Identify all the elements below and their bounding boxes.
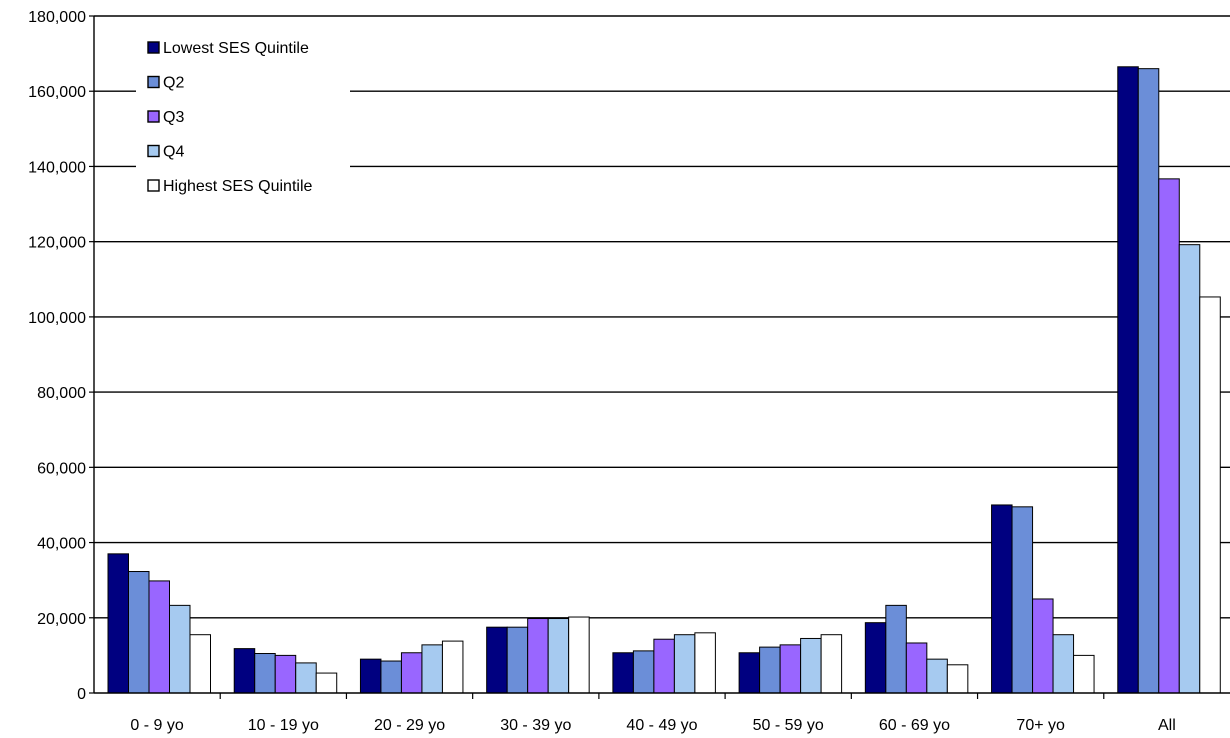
bar-series-5-category-6 (820, 634, 843, 694)
y-axis-tick-labels: 0 20,000 40,000 60,000 80,000 100,000 120,000 1… (28, 9, 86, 703)
bar-series-5-category-4 (568, 616, 590, 694)
bar-series-1-category-2 (233, 648, 256, 694)
axes (89, 15, 1230, 699)
x-tick-label: All (1158, 717, 1176, 734)
bar-series-2-category-8 (1011, 506, 1034, 694)
bar-series-1-category-3 (359, 658, 382, 694)
bar-series-3-category-8 (1032, 598, 1054, 694)
bar-series-2-category-7 (885, 604, 907, 694)
x-tick-label: 70+ yo (1016, 717, 1065, 734)
x-tick-label: 60 - 69 yo (879, 717, 950, 734)
bar-series-5-category-3 (441, 640, 464, 694)
bar-series-5-category-2 (315, 672, 338, 694)
y-tick-label: 140,000 (28, 159, 86, 176)
legend-label: Q3 (163, 109, 184, 126)
bar-series-4-category-4 (547, 618, 570, 694)
legend-label: Lowest SES Quintile (163, 40, 309, 57)
bar-series-3-category-6 (779, 644, 802, 694)
x-tick-label: 50 - 59 yo (753, 717, 824, 734)
y-tick-label: 40,000 (37, 536, 86, 553)
x-axis-tick-labels: 0 - 9 yo 10 - 19 yo 20 - 29 yo 30 - 39 yo 40… (130, 717, 1175, 734)
bar-series-2-category-9 (1137, 68, 1160, 694)
bar-series-5-category-5 (694, 632, 716, 694)
bar-series-4-category-8 (1052, 634, 1075, 694)
legend-swatch (147, 179, 160, 192)
bar-series-5-category-1 (189, 634, 211, 694)
y-tick-label: 180,000 (28, 9, 86, 26)
bar-series-1-category-8 (991, 504, 1013, 694)
legend-swatch (147, 41, 160, 54)
bar-series-3-category-9 (1158, 178, 1180, 694)
y-tick-label: 0 (77, 686, 86, 703)
bar-series-2-category-3 (380, 660, 402, 694)
legend-swatch (147, 75, 160, 89)
bar-series-3-category-7 (905, 642, 928, 694)
bar-series-4-category-7 (926, 658, 948, 694)
bar-series-5-category-7 (946, 664, 969, 694)
legend-swatch (147, 110, 160, 123)
y-tick-label: 20,000 (37, 611, 86, 628)
bar-series-1-category-5 (612, 652, 634, 694)
y-tick-label: 120,000 (28, 235, 86, 252)
bar-series-3-category-4 (527, 618, 549, 694)
x-tick-label: 0 - 9 yo (130, 717, 183, 734)
x-tick-label: 40 - 49 yo (626, 717, 697, 734)
bar-series-4-category-5 (673, 634, 696, 694)
legend-background (136, 30, 350, 212)
x-tick-label: 10 - 19 yo (248, 717, 319, 734)
y-tick-label: 100,000 (28, 310, 86, 327)
bar-series-5-category-8 (1073, 654, 1095, 694)
bar-series-1-category-9 (1117, 66, 1139, 694)
bar-series-4-category-2 (295, 662, 317, 694)
bar-series-5-category-9 (1199, 296, 1221, 694)
bar-series-1-category-7 (864, 622, 887, 694)
legend-label: Q2 (163, 75, 184, 92)
bar-series-1-category-6 (738, 652, 761, 694)
bar-series-3-category-1 (148, 580, 170, 694)
bar-series-3-category-2 (274, 654, 297, 694)
bar-series-4-category-3 (421, 644, 443, 694)
bar-series-1-category-1 (107, 553, 129, 694)
bar-series-4-category-6 (800, 637, 822, 694)
bar-series-3-category-5 (653, 638, 675, 694)
bar-series-2-category-1 (128, 571, 150, 694)
y-tick-label: 80,000 (37, 385, 86, 402)
legend-label: Q4 (163, 144, 184, 161)
bar-series-4-category-1 (169, 604, 191, 694)
x-tick-label: 30 - 39 yo (500, 717, 571, 734)
bar-series-2-category-2 (254, 653, 276, 694)
bar-series-2-category-5 (632, 650, 655, 694)
bar-series-2-category-4 (506, 626, 529, 694)
y-tick-label: 160,000 (28, 84, 86, 101)
bar-series-3-category-3 (400, 652, 423, 694)
y-tick-label: 60,000 (37, 460, 86, 477)
legend: Lowest SES Quintile Q2 Q3 Q4 Highest SES Qui… (136, 30, 350, 212)
x-tick-label: 20 - 29 yo (374, 717, 445, 734)
legend-swatch (147, 144, 160, 158)
bar-series-1-category-4 (486, 626, 508, 694)
legend-label: Highest SES Quintile (163, 178, 313, 195)
bar-series-2-category-6 (759, 646, 781, 694)
bar-series-4-category-9 (1178, 244, 1201, 694)
